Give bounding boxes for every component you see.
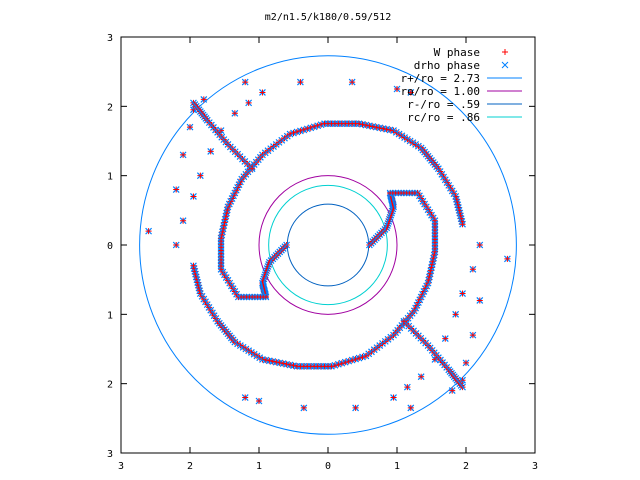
y-tick-label: 3 [107,449,113,460]
w-phase-point [200,96,207,103]
w-phase-point [459,221,466,228]
w-phase-point [407,89,414,96]
x-tick-label: 3 [532,461,538,472]
w-phase-point [469,266,476,273]
w-phase-point [407,404,414,411]
x-tick-label: 1 [394,461,400,472]
legend-label: r+/ro = 2.73 [401,72,480,85]
w-phase-point [180,217,187,224]
points-layer [145,78,511,412]
x-tick-label: 3 [118,461,124,472]
w-phase-point [300,404,307,411]
legend-label: ro/ro = 1.00 [401,85,480,98]
y-tick-label: 0 [107,241,113,252]
w-phase-point [349,79,356,86]
legend-marker-w-phase [502,49,508,55]
y-tick-label: 1 [107,172,113,183]
w-phase-point [245,99,252,106]
y-tick-label: 2 [107,380,113,391]
w-phase-point [476,242,483,248]
legend-label: rc/ro = .86 [407,111,480,124]
circle-series-line [286,203,370,287]
w-phase-point [390,394,397,401]
w-phase-point [504,255,511,262]
w-phase-point [173,186,180,193]
w-phase-point [242,394,249,401]
x-tick-label: 0 [325,461,331,472]
w-phase-point [449,387,456,394]
w-phase-point [145,228,152,235]
y-tick-label: 3 [107,33,113,44]
x-tick-label: 1 [256,461,262,472]
circle-series-line [139,55,517,435]
w-phase-point [418,373,425,380]
w-phase-point [297,79,304,86]
w-phase-point [463,359,469,366]
w-phase-point [207,148,214,155]
w-phase-point [394,86,400,92]
w-phase-point [452,311,459,318]
w-phase-point [469,332,476,339]
w-phase-point [404,384,411,391]
circle-series-line [258,175,398,315]
y-tick-label: 2 [107,102,113,113]
x-tick-label: 2 [187,461,193,472]
legend-label: W phase [434,46,480,59]
legend-label: r-/ro = .59 [407,98,480,111]
w-phase-point [476,297,483,304]
w-phase-point [400,318,407,325]
circle-series-line [268,184,388,306]
legend-label: drho phase [414,59,480,72]
w-phase-point [190,262,197,269]
w-phase-point [242,79,249,86]
w-phase-point [173,242,180,248]
chart-title: m2/n1.5/k180/0.59/512 [265,12,391,23]
w-phase-point [442,335,449,342]
w-phase-point [256,398,262,404]
w-phase-point [197,172,204,179]
x-tick-label: 2 [463,461,469,472]
w-phase-point [190,193,197,200]
y-tick-label: 1 [107,310,113,321]
legend-marker-drho-phase [501,61,509,69]
w-phase-point [352,404,359,411]
w-phase-point [459,290,466,297]
w-phase-point [187,124,193,131]
w-phase-point [180,151,187,158]
w-phase-point [259,89,266,96]
w-phase-point [249,165,256,172]
w-phase-point [231,110,238,117]
